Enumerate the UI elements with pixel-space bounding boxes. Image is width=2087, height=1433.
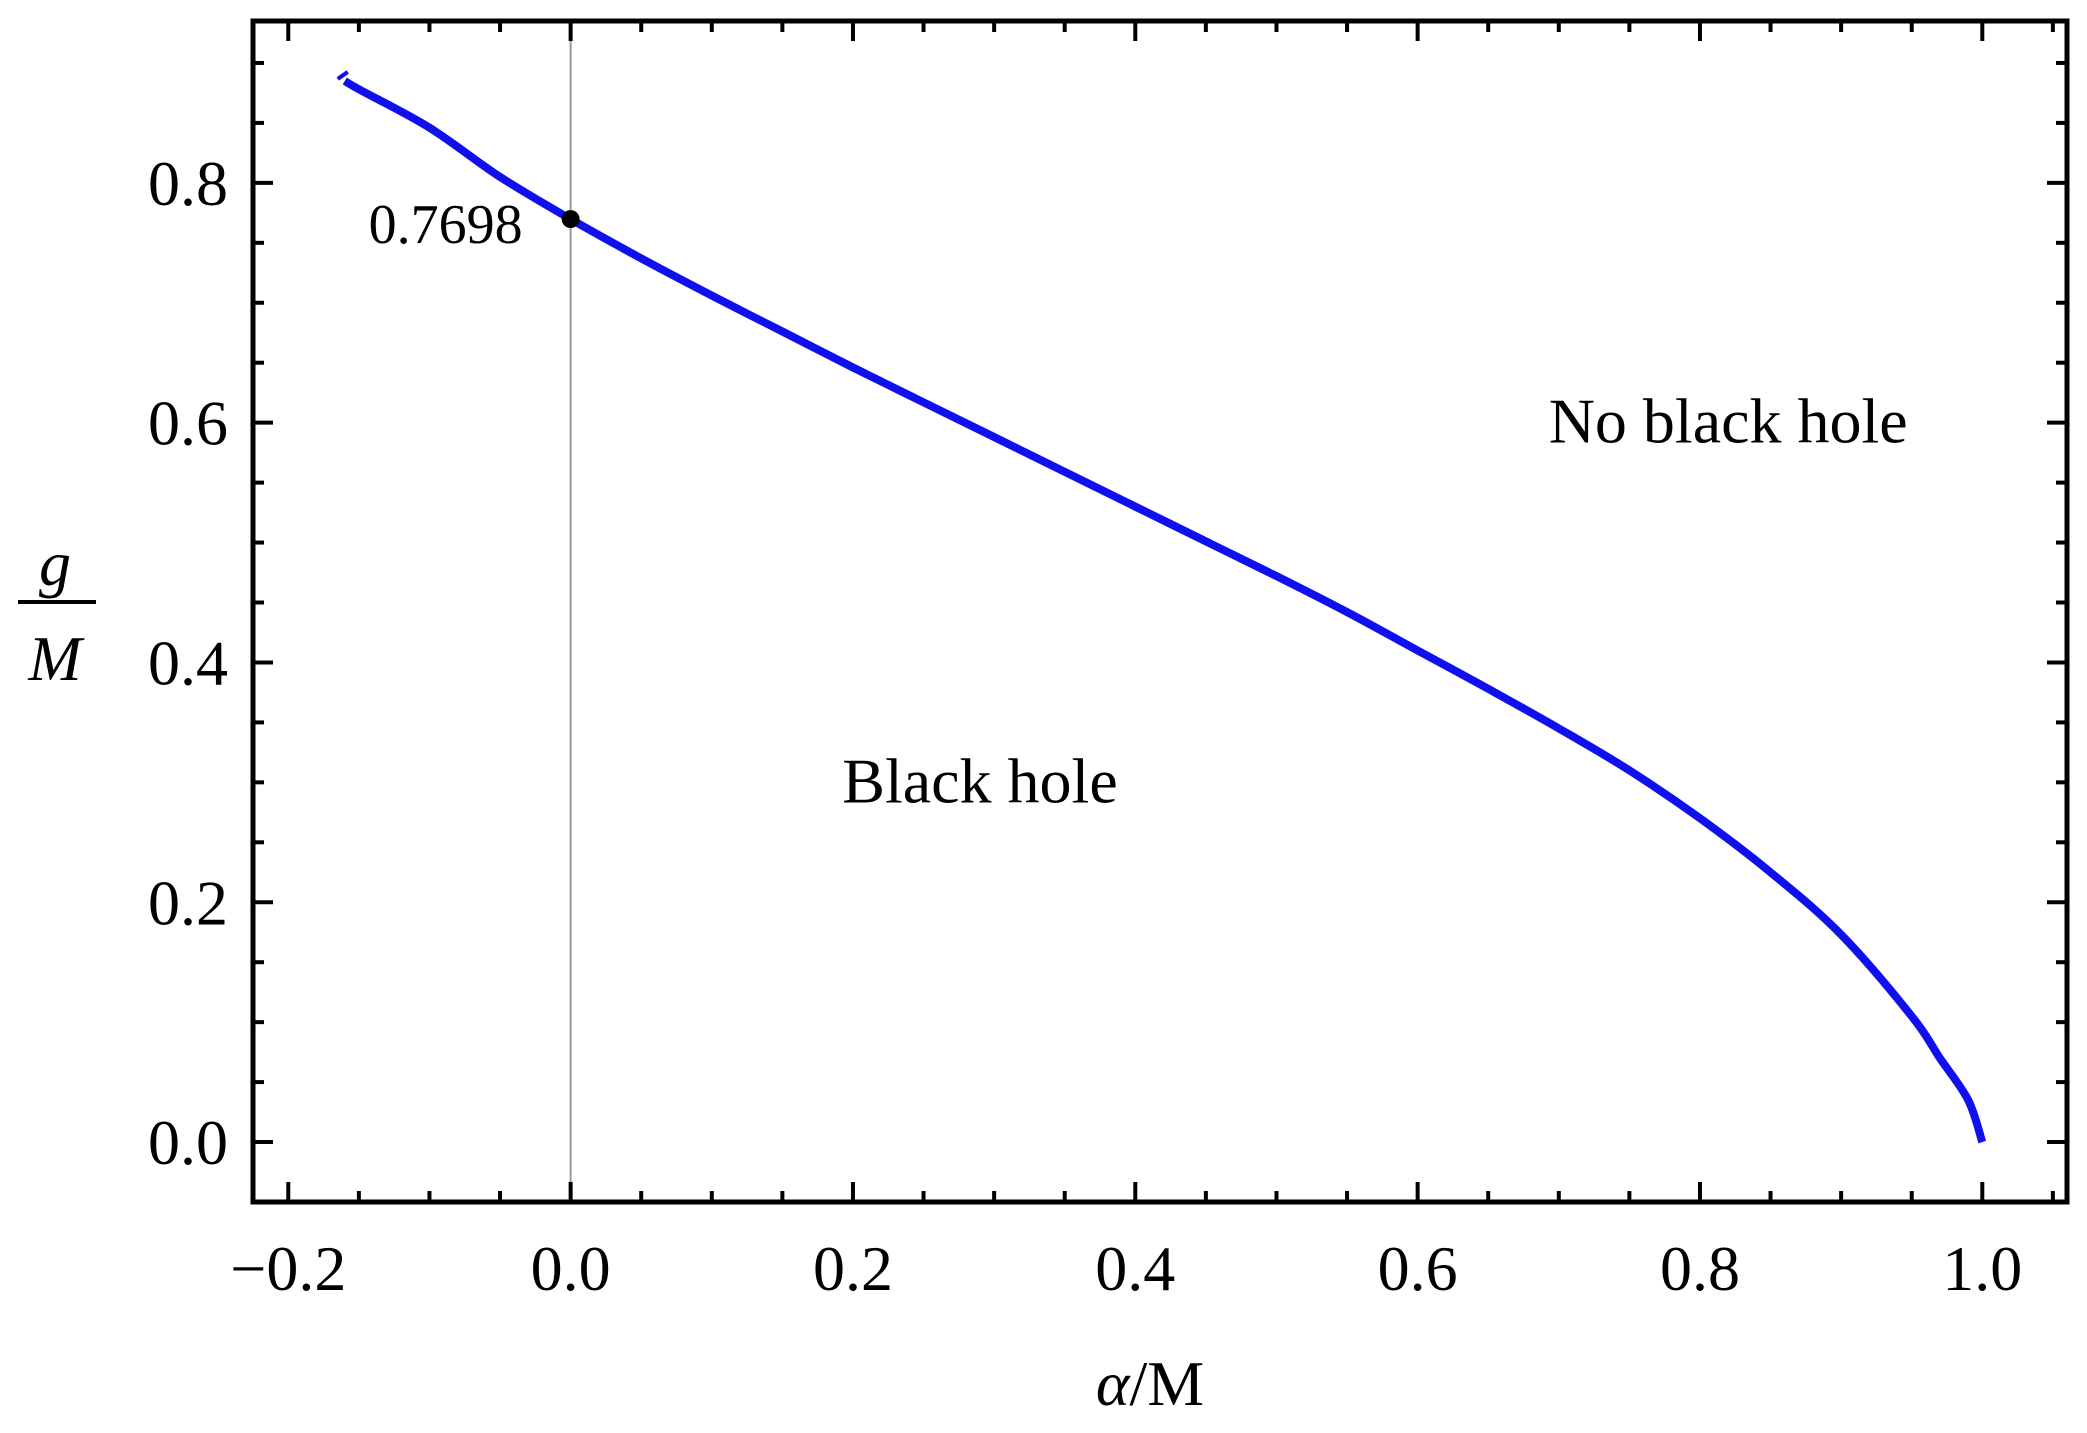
y-tick-label: 0.8 — [148, 148, 228, 219]
highlight-point — [561, 210, 580, 229]
x-tick-label: 0.4 — [1095, 1233, 1175, 1304]
x-tick-label: 1.0 — [1942, 1233, 2022, 1304]
x-tick-label: −0.2 — [230, 1233, 346, 1304]
x-axis-title: α/M — [1096, 1348, 1204, 1419]
y-tick-label: 0.0 — [148, 1107, 228, 1178]
x-tick-label: 0.8 — [1660, 1233, 1740, 1304]
annotation-black-hole: Black hole — [842, 745, 1117, 816]
series-start-cap — [336, 70, 349, 81]
y-tick-label: 0.2 — [148, 867, 228, 938]
y-tick-label: 0.6 — [148, 388, 228, 459]
series-line-boundary — [342, 77, 1987, 1144]
y-tick-label: 0.4 — [148, 627, 228, 698]
y-axis-title-numerator: g — [39, 528, 71, 599]
highlight-point-label: 0.7698 — [369, 194, 523, 256]
annotation-no-black-hole: No black hole — [1549, 386, 1908, 457]
y-axis-title: g M — [18, 528, 96, 694]
x-tick-label: 0.6 — [1378, 1233, 1458, 1304]
x-tick-label: 0.2 — [813, 1233, 893, 1304]
x-tick-label: 0.0 — [531, 1233, 611, 1304]
y-axis-title-denominator: M — [27, 623, 85, 694]
plot-frame — [250, 18, 2070, 1205]
